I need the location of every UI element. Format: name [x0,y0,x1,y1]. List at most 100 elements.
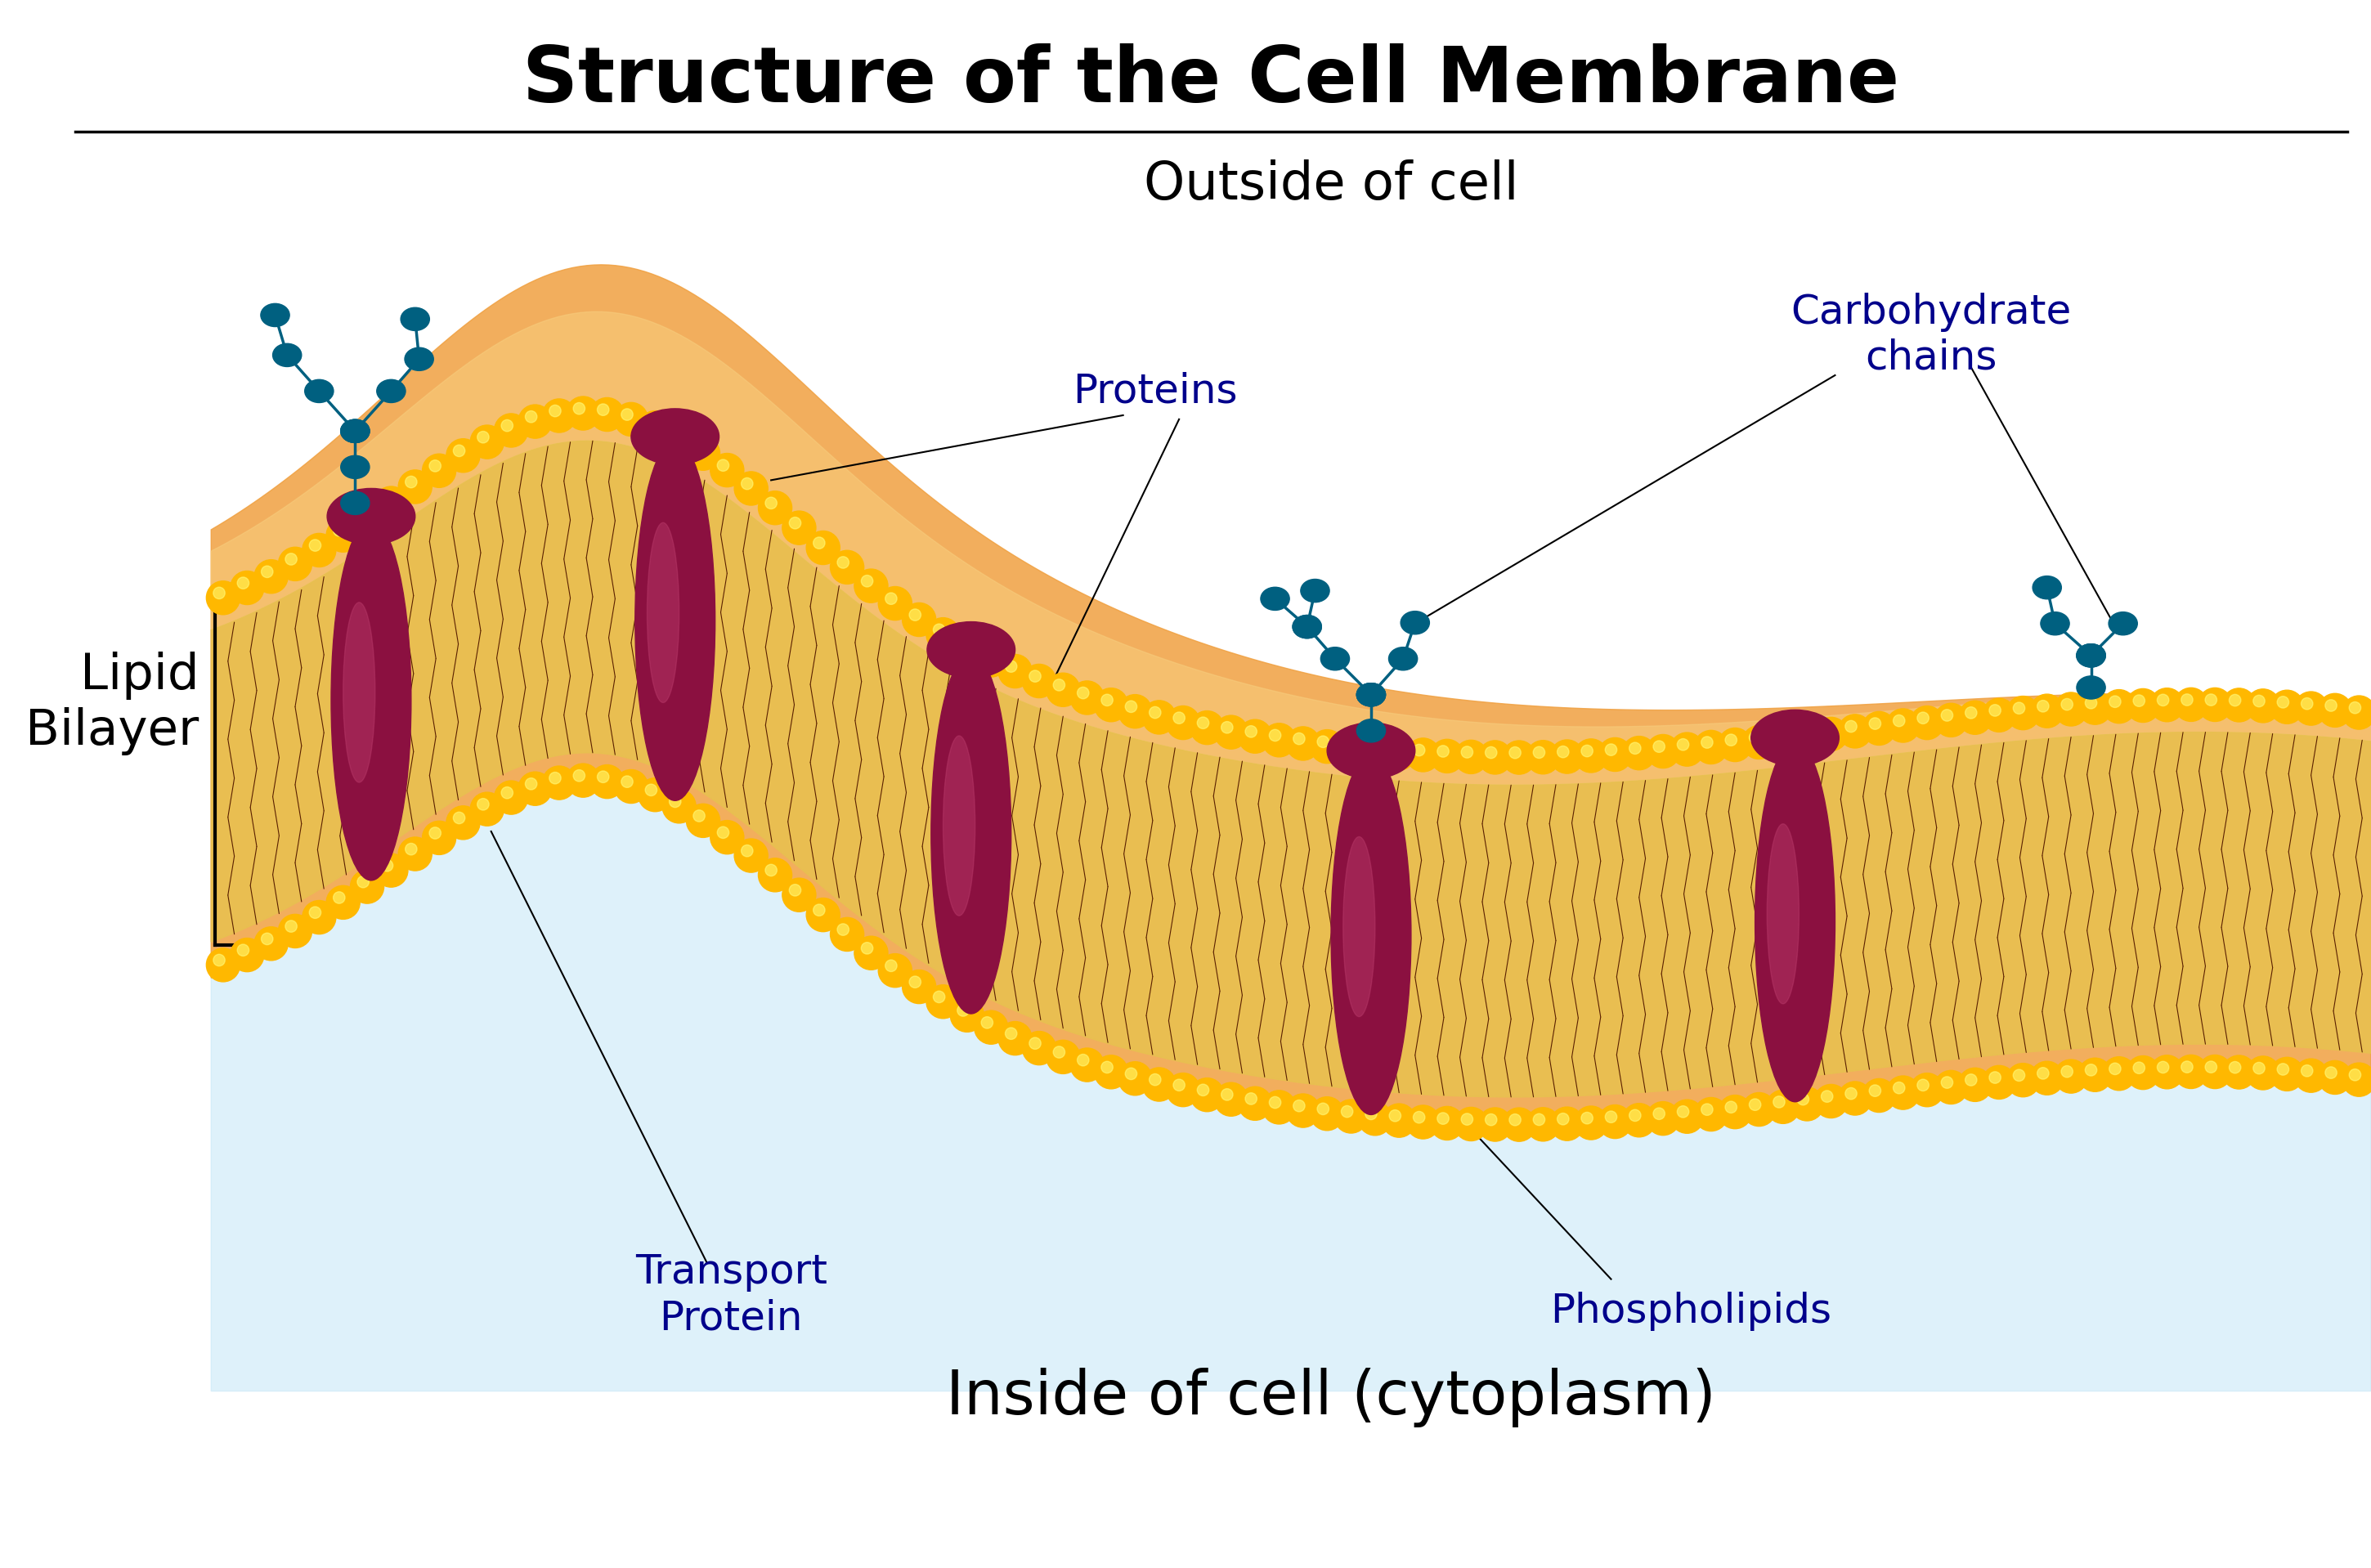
Circle shape [1245,726,1257,737]
Circle shape [375,853,408,887]
Circle shape [1838,1082,1871,1115]
Circle shape [621,409,633,420]
Circle shape [1989,1071,2001,1083]
Circle shape [254,927,287,961]
Circle shape [1911,1073,1944,1107]
Ellipse shape [341,420,370,442]
Circle shape [1814,1085,1847,1118]
Circle shape [2181,1062,2193,1073]
Circle shape [1335,732,1368,767]
Circle shape [574,770,586,781]
Circle shape [261,933,273,946]
Circle shape [934,624,946,635]
Circle shape [782,511,816,544]
Circle shape [500,787,512,798]
Circle shape [2110,1063,2122,1074]
Circle shape [2205,695,2217,706]
Circle shape [1477,740,1513,775]
Circle shape [2158,695,2169,706]
Circle shape [1029,670,1041,682]
Circle shape [837,924,849,936]
Ellipse shape [341,491,370,514]
Circle shape [1477,1107,1513,1142]
Circle shape [1821,1090,1833,1102]
Circle shape [1942,709,1954,721]
Circle shape [1126,1068,1138,1080]
Circle shape [2326,699,2338,712]
Circle shape [543,398,576,433]
Circle shape [854,936,887,969]
Circle shape [1669,1099,1705,1134]
Circle shape [1527,740,1560,775]
Circle shape [453,812,465,823]
Circle shape [1261,1090,1297,1124]
Polygon shape [211,441,2371,1098]
Circle shape [1046,673,1079,707]
Circle shape [1814,717,1847,751]
Circle shape [1790,1087,1823,1121]
Circle shape [1413,1112,1425,1123]
Circle shape [638,411,671,444]
Circle shape [351,870,384,903]
Circle shape [567,397,600,430]
Circle shape [1046,1040,1079,1074]
Ellipse shape [932,654,1010,1014]
Circle shape [759,858,792,892]
Circle shape [597,405,609,416]
Circle shape [543,767,576,800]
Circle shape [1311,1098,1344,1131]
Text: Structure of the Cell Membrane: Structure of the Cell Membrane [522,44,1899,119]
Circle shape [2053,1060,2089,1093]
Ellipse shape [1356,684,1385,706]
Circle shape [1076,1054,1088,1066]
Circle shape [1311,729,1344,764]
Circle shape [2084,698,2096,709]
Circle shape [2030,1062,2063,1094]
Circle shape [2350,1069,2362,1080]
Circle shape [2006,1063,2039,1098]
Circle shape [308,906,320,919]
Circle shape [1845,1088,1856,1099]
Ellipse shape [405,348,434,370]
Circle shape [1629,742,1641,754]
Circle shape [1551,740,1584,773]
Circle shape [1700,1104,1712,1115]
Circle shape [526,411,536,423]
Circle shape [1342,739,1354,750]
Circle shape [519,771,552,806]
Circle shape [711,453,744,488]
Circle shape [500,420,512,431]
Circle shape [662,422,697,456]
Ellipse shape [1766,823,1800,1004]
Circle shape [1911,706,1944,740]
Circle shape [1453,1107,1489,1142]
Circle shape [735,839,768,872]
Circle shape [974,643,1008,677]
Circle shape [1622,1104,1655,1137]
Circle shape [742,845,754,856]
Circle shape [861,942,873,953]
Circle shape [1743,726,1776,759]
Circle shape [1774,1096,1785,1109]
Circle shape [1982,698,2015,732]
Circle shape [877,953,913,988]
Circle shape [1413,745,1425,756]
Circle shape [1766,1090,1800,1124]
Circle shape [1598,1105,1631,1138]
Circle shape [645,784,657,797]
Circle shape [2326,1066,2338,1079]
Circle shape [1676,739,1688,751]
Circle shape [2222,1055,2255,1090]
Circle shape [759,491,792,525]
Circle shape [621,776,633,787]
Ellipse shape [2108,612,2136,635]
Ellipse shape [1292,615,1321,638]
Circle shape [1100,695,1112,706]
Circle shape [2127,1055,2160,1090]
Circle shape [1958,701,1992,734]
Circle shape [213,955,225,966]
Circle shape [1389,743,1401,754]
Circle shape [1221,721,1233,734]
Ellipse shape [1292,615,1321,638]
Circle shape [908,977,920,988]
